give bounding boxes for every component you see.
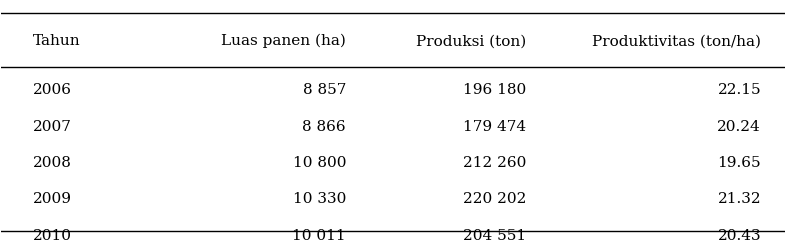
Text: 2007: 2007 [33, 120, 72, 134]
Text: 2009: 2009 [33, 192, 72, 206]
Text: 220 202: 220 202 [463, 192, 526, 206]
Text: 19.65: 19.65 [718, 156, 761, 170]
Text: 2006: 2006 [33, 83, 72, 97]
Text: 10 800: 10 800 [292, 156, 346, 170]
Text: 196 180: 196 180 [463, 83, 526, 97]
Text: 22.15: 22.15 [718, 83, 761, 97]
Text: 10 011: 10 011 [292, 229, 346, 243]
Text: Produksi (ton): Produksi (ton) [416, 34, 526, 48]
Text: 21.32: 21.32 [718, 192, 761, 206]
Text: 179 474: 179 474 [463, 120, 526, 134]
Text: Tahun: Tahun [33, 34, 80, 48]
Text: 20.24: 20.24 [718, 120, 761, 134]
Text: Produktivitas (ton/ha): Produktivitas (ton/ha) [592, 34, 761, 48]
Text: 204 551: 204 551 [463, 229, 526, 243]
Text: 2008: 2008 [33, 156, 72, 170]
Text: 2010: 2010 [33, 229, 72, 243]
Text: 20.43: 20.43 [718, 229, 761, 243]
Text: 212 260: 212 260 [463, 156, 526, 170]
Text: Luas panen (ha): Luas panen (ha) [221, 34, 346, 48]
Text: 10 330: 10 330 [292, 192, 346, 206]
Text: 8 866: 8 866 [303, 120, 346, 134]
Text: 8 857: 8 857 [303, 83, 346, 97]
